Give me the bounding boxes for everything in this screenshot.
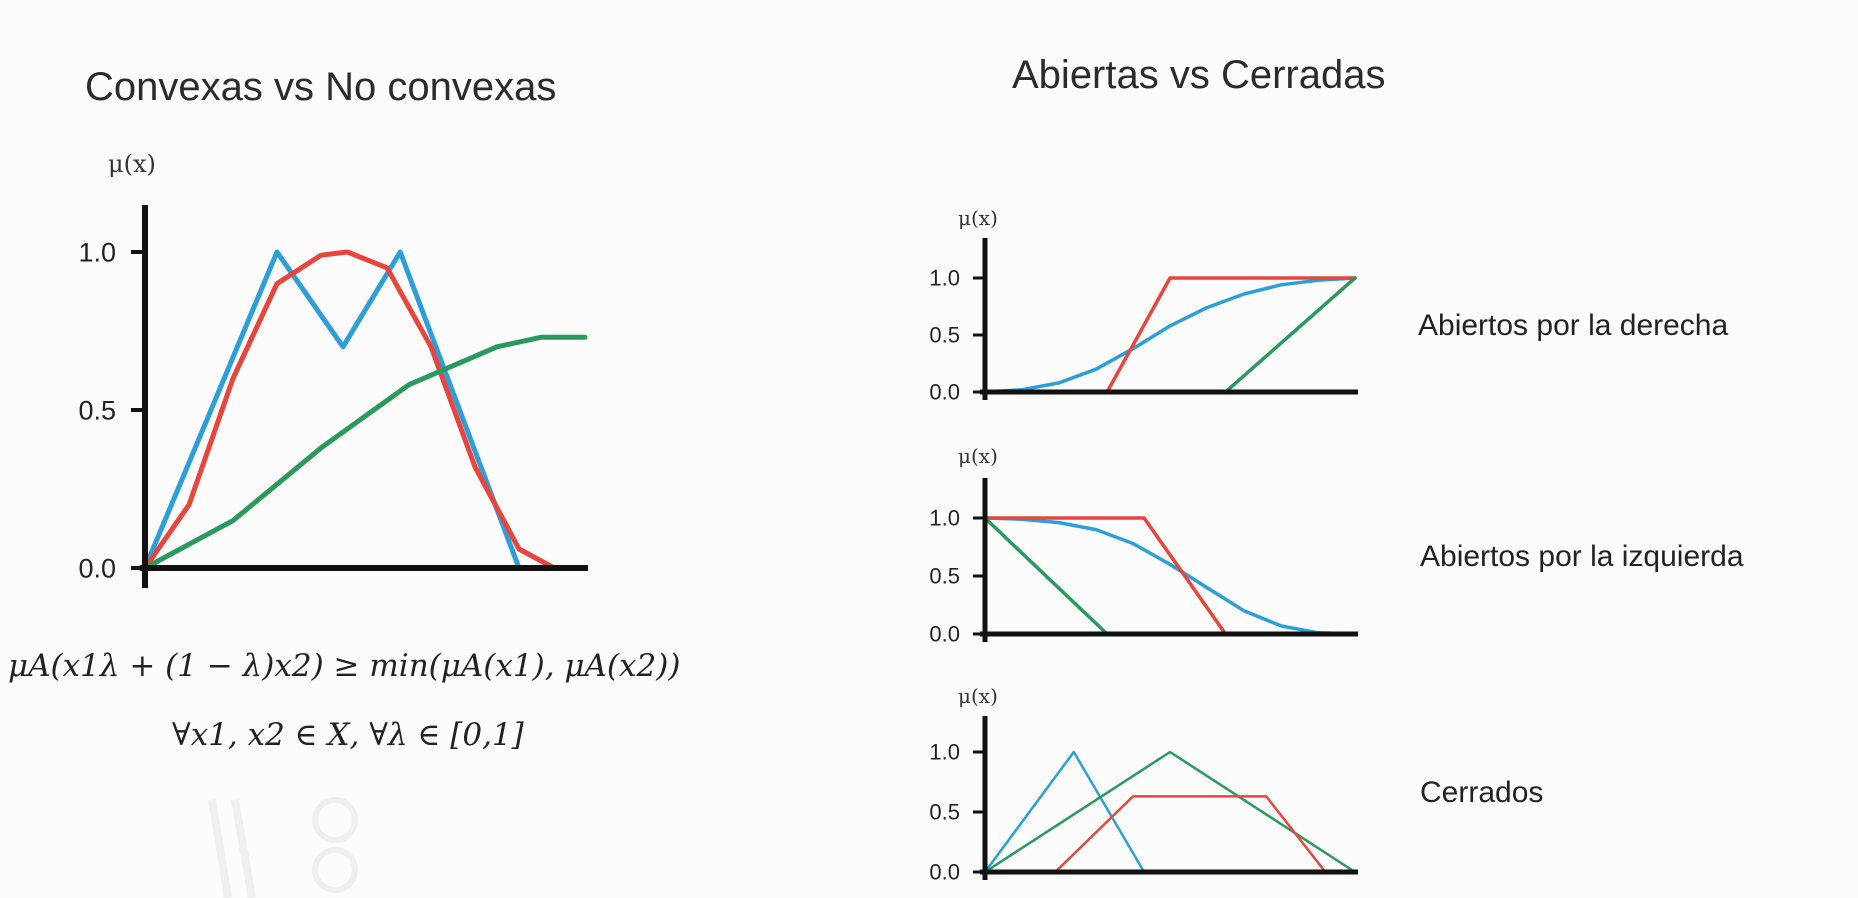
left-panel-title: Convexas vs No convexas (85, 65, 556, 109)
left-green-series-line (142, 334, 588, 571)
open-left-y-tick-label: 1.0 (929, 506, 960, 531)
plot-open-right-label: Abiertos por la derecha (1418, 309, 1728, 342)
right-panel-title: Abiertas vs Cerradas (1012, 53, 1385, 97)
closed-y-tick-label: 0.5 (929, 800, 960, 825)
watermark (208, 797, 358, 898)
open-left-blue-series-line (983, 516, 1357, 636)
closed-green-series-line (983, 750, 1357, 874)
left-chart: 1.0 0.5 0.0 (78, 205, 588, 588)
left-blue-series-line (142, 249, 588, 571)
plot-open-left: μ(x) 1.0 0.5 0.0 Abiertos por la izquierda (929, 444, 1743, 647)
open-right-blue-series-line (983, 276, 1357, 394)
left-red-series-line (142, 249, 588, 571)
formula-quantifiers: ∀x1, x2 ∈ X, ∀λ ∈ [0,1] (172, 717, 525, 753)
left-y-tick-label: 0.0 (78, 553, 116, 583)
plot-open-right-y-label: μ(x) (958, 206, 998, 230)
closed-y-tick-label: 1.0 (929, 740, 960, 765)
plot-closed: μ(x) 1.0 0.5 0.0 Cerrados (929, 684, 1543, 885)
plot-closed-label: Cerrados (1420, 776, 1543, 809)
left-panel: Convexas vs No convexas μ(x) 1.0 0.5 0.0 μ… (8, 65, 680, 753)
convexity-formula: μA(x1λ + (1 − λ)x2) ≥ min(μA(x1), μA(x2)… (8, 648, 680, 684)
closed-blue-series-line (983, 750, 1357, 874)
open-left-y-tick-label: 0.0 (929, 622, 960, 647)
closed-red-series-line (983, 795, 1357, 874)
plot-open-right: μ(x) 1.0 0.5 0.0 Abiertos por la derecha (929, 206, 1728, 405)
open-left-y-tick-label: 0.5 (929, 564, 960, 589)
open-right-y-tick-label: 0.0 (929, 380, 960, 405)
plot-closed-y-label: μ(x) (958, 684, 998, 708)
open-left-green-series-line (983, 516, 1357, 636)
left-y-tick-label: 1.0 (78, 237, 116, 267)
closed-y-tick-label: 0.0 (929, 860, 960, 885)
left-y-axis-label: μ(x) (108, 150, 156, 178)
open-right-red-series-line (983, 276, 1357, 394)
right-panel: Abiertas vs Cerradas μ(x) 1.0 0.5 0.0 Abie… (929, 53, 1743, 885)
open-right-y-tick-label: 0.5 (929, 323, 960, 348)
plot-open-left-label: Abiertos por la izquierda (1420, 540, 1744, 573)
open-left-red-series-line (983, 516, 1357, 636)
plot-open-left-y-label: μ(x) (958, 444, 998, 468)
open-right-green-series-line (983, 276, 1357, 394)
open-right-y-tick-label: 1.0 (929, 266, 960, 291)
left-y-tick-label: 0.5 (78, 395, 116, 425)
